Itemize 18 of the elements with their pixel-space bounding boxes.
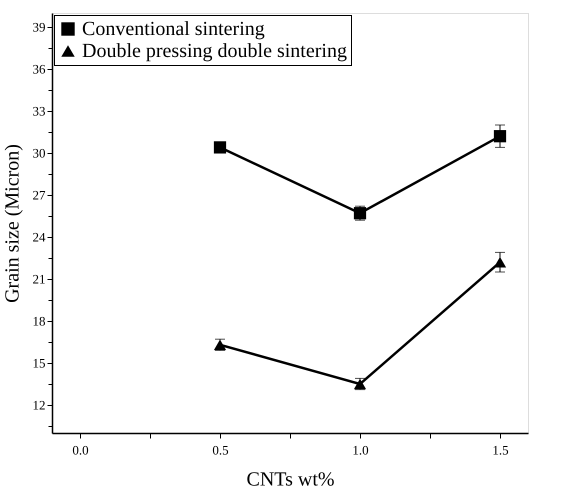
x-tick-label: 1.5	[492, 442, 509, 458]
legend-label: Conventional sintering	[82, 18, 265, 40]
x-tick-label: 0.0	[72, 442, 89, 458]
legend-label: Double pressing double sintering	[82, 40, 347, 62]
y-tick-label: 33	[32, 104, 46, 118]
y-axis-title: Grain size (Micron)	[2, 144, 24, 303]
x-tick-label: 1.0	[352, 442, 369, 458]
x-axis-title: CNTs wt%	[246, 468, 335, 490]
x-tick-label: 0.5	[212, 442, 229, 458]
y-tick-label: 30	[32, 146, 46, 160]
y-tick-label: 12	[32, 398, 46, 412]
y-tick-label: 39	[32, 20, 46, 34]
y-tick-label: 18	[32, 314, 46, 328]
y-tick-label: 15	[32, 356, 46, 370]
y-tick-label: 27	[32, 188, 46, 202]
y-tick-label: 36	[32, 62, 46, 76]
y-tick-label: 24	[32, 230, 46, 244]
y-tick-label: 21	[32, 272, 46, 286]
